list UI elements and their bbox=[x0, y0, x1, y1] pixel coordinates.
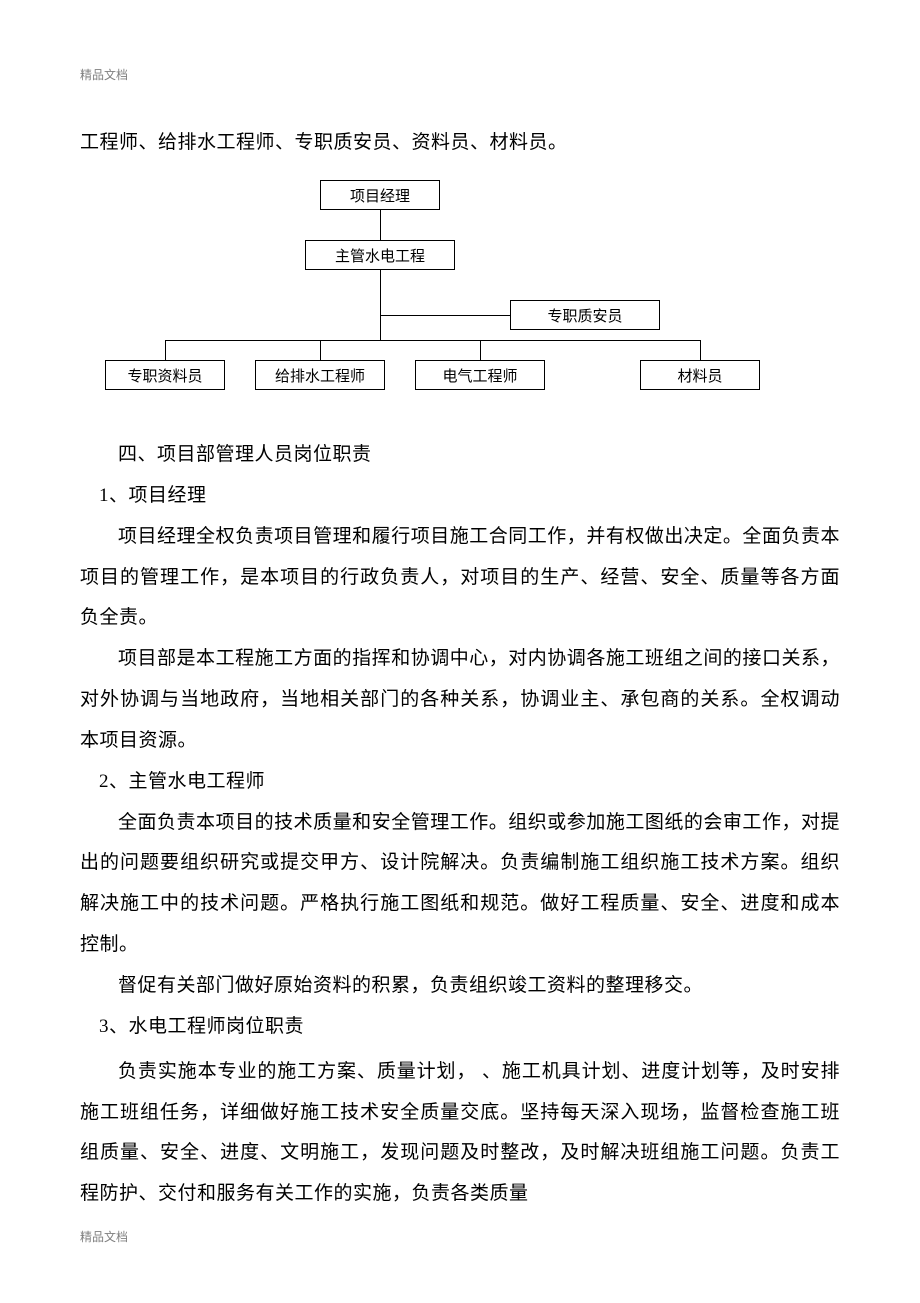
paragraph: 项目部是本工程施工方面的指挥和协调中心，对内协调各施工班组之间的接口关系，对外协… bbox=[80, 639, 840, 762]
body-content: 四、项目部管理人员岗位职责 1、项目经理 项目经理全权负责项目管理和履行项目施工… bbox=[80, 435, 840, 1215]
edge bbox=[320, 340, 321, 360]
node-project-manager: 项目经理 bbox=[320, 180, 440, 210]
section-title: 四、项目部管理人员岗位职责 bbox=[80, 435, 840, 476]
intro-text: 工程师、给排水工程师、专职质安员、资料员、材料员。 bbox=[80, 127, 568, 154]
node-material-clerk: 材料员 bbox=[640, 360, 760, 390]
org-chart: 项目经理 主管水电工程 专职质安员 专职资料员 给排水工程师 电气工程师 材料员 bbox=[80, 180, 840, 405]
heading-3: 3、水电工程师岗位职责 bbox=[80, 1007, 840, 1048]
edge bbox=[480, 340, 481, 360]
edge bbox=[700, 340, 701, 360]
node-plumbing-engineer: 给排水工程师 bbox=[255, 360, 385, 390]
heading-2: 2、主管水电工程师 bbox=[80, 762, 840, 803]
paragraph: 督促有关部门做好原始资料的积累，负责组织竣工资料的整理移交。 bbox=[80, 966, 840, 1007]
paragraph: 负责实施本专业的施工方案、质量计划， 、施工机具计划、进度计划等，及时安排施工班… bbox=[80, 1052, 840, 1215]
paragraph: 全面负责本项目的技术质量和安全管理工作。组织或参加施工图纸的会审工作，对提出的问… bbox=[80, 803, 840, 966]
node-quality-safety: 专职质安员 bbox=[510, 300, 660, 330]
edge bbox=[165, 340, 166, 360]
paragraph: 项目经理全权负责项目管理和履行项目施工合同工作，并有权做出决定。全面负责本项目的… bbox=[80, 517, 840, 640]
node-document-clerk: 专职资料员 bbox=[105, 360, 225, 390]
node-supervisor: 主管水电工程 bbox=[305, 240, 455, 270]
page-footer: 精品文档 bbox=[80, 1228, 128, 1245]
edge bbox=[380, 210, 381, 240]
edge bbox=[380, 270, 381, 315]
bus-line bbox=[165, 340, 700, 341]
edge bbox=[380, 315, 381, 340]
page-header: 精品文档 bbox=[80, 66, 128, 83]
node-electrical-engineer: 电气工程师 bbox=[415, 360, 545, 390]
heading-1: 1、项目经理 bbox=[80, 476, 840, 517]
